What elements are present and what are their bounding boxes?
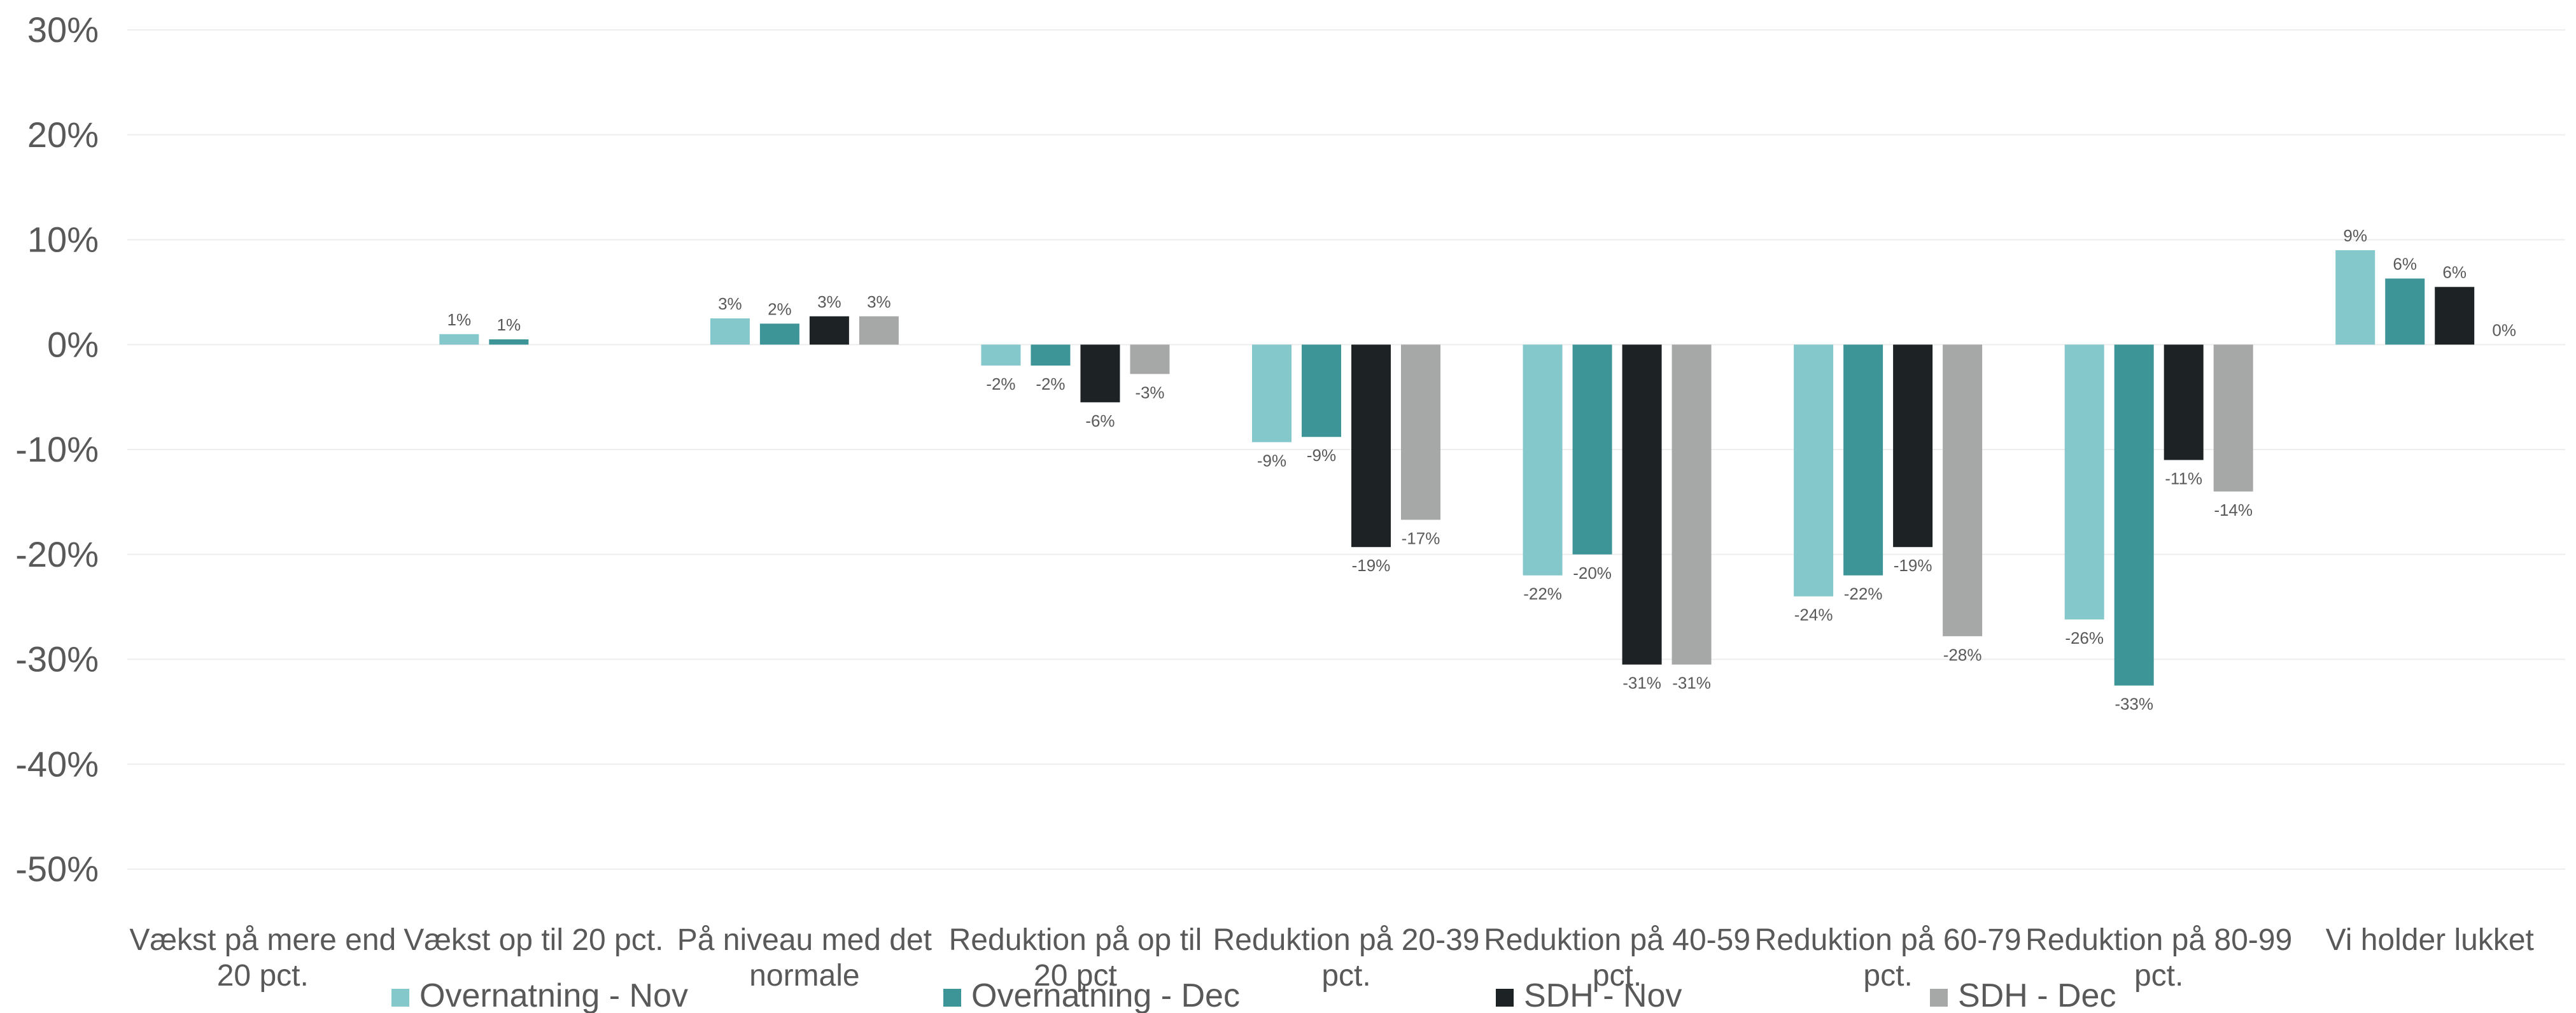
category-label: På niveau med det normale — [677, 923, 932, 993]
bar — [1031, 344, 1071, 366]
legend: Overnatning - Nov Overnatning - Dec SDH - … — [391, 977, 2116, 1013]
data-label: 1% — [497, 315, 521, 334]
bar — [1080, 344, 1120, 402]
data-label: -22% — [1523, 584, 1562, 604]
data-label: -11% — [2165, 469, 2202, 488]
y-tick-label: 0% — [47, 324, 99, 364]
legend-label: SDH - Nov — [1524, 977, 1682, 1013]
category-label: Reduktion på 40-59 pct. — [1484, 923, 1750, 993]
legend-label: Overnatning - Dec — [971, 977, 1240, 1013]
bar — [439, 334, 479, 345]
bar — [2213, 344, 2253, 492]
data-label: -17% — [1402, 528, 1440, 548]
category-label: Reduktion på 80-99 pct. — [2025, 923, 2292, 993]
y-tick-label: -40% — [15, 744, 99, 784]
bar — [1794, 344, 1834, 597]
data-label: -26% — [2065, 628, 2104, 648]
bar — [1351, 344, 1391, 548]
data-label: 0% — [2492, 320, 2516, 339]
bar — [759, 323, 799, 345]
bar — [809, 316, 849, 345]
bar — [2064, 344, 2104, 620]
bar — [2435, 287, 2475, 345]
category-label: Reduktion på op til 20 pct — [949, 923, 1202, 993]
data-label: -3% — [1135, 383, 1164, 402]
bar — [859, 316, 899, 345]
data-label: -19% — [1352, 556, 1391, 575]
y-tick-label: -50% — [15, 849, 99, 889]
y-tick-label: -20% — [15, 534, 99, 574]
data-label: 1% — [447, 310, 472, 329]
bar — [2335, 250, 2375, 345]
legend-label: Overnatning - Nov — [419, 977, 688, 1013]
data-label: -20% — [1573, 563, 1612, 583]
data-label: -31% — [1672, 674, 1711, 693]
data-label: -33% — [2115, 695, 2153, 714]
bar — [1252, 344, 1292, 443]
legend-swatch — [943, 989, 961, 1007]
category-label: Reduktion på 60-79 pct. — [1755, 923, 2022, 993]
y-tick-label: -30% — [15, 639, 99, 679]
y-tick-label: 20% — [27, 115, 99, 155]
data-label: -14% — [2214, 500, 2253, 520]
legend-swatch — [1496, 989, 1514, 1007]
category-label: Vi holder lukket — [2326, 923, 2534, 957]
data-label: -2% — [1036, 374, 1065, 393]
data-label: -2% — [986, 374, 1015, 393]
category-label: Vækst på mere end 20 pct. — [129, 923, 396, 993]
bar — [2114, 344, 2154, 686]
data-label: -19% — [1894, 556, 1932, 575]
data-label: 3% — [718, 294, 742, 313]
bar — [1572, 344, 1612, 555]
y-tick-label: -10% — [15, 429, 99, 469]
bar — [1843, 344, 1883, 576]
bar — [489, 339, 529, 345]
bar — [710, 318, 750, 345]
bars — [439, 250, 2475, 686]
legend-swatch — [1930, 989, 1948, 1007]
bar — [1130, 344, 1170, 374]
bar — [2164, 344, 2204, 460]
data-label: -9% — [1257, 451, 1286, 470]
bar — [1622, 344, 1662, 665]
x-axis-category-labels: Vækst på mere end 20 pct.Vækst op til 20 … — [129, 923, 2534, 993]
data-label: 6% — [2442, 263, 2467, 282]
bar — [1401, 344, 1440, 520]
bar — [1302, 344, 1341, 437]
data-label: -9% — [1307, 446, 1336, 465]
bar — [1523, 344, 1563, 576]
bar — [1943, 344, 1983, 637]
gridlines — [127, 29, 2565, 870]
bar — [2385, 278, 2425, 345]
data-label: 3% — [867, 292, 891, 311]
bar — [1893, 344, 1933, 548]
y-tick-label: 10% — [27, 220, 99, 260]
y-tick-label: 30% — [27, 10, 99, 50]
bar — [981, 344, 1021, 366]
data-label: 6% — [2393, 254, 2417, 273]
y-axis-tick-labels: 30% 20% 10% 0% -10% -20% -30% -40% -50% — [15, 10, 99, 889]
data-label: 9% — [2343, 226, 2367, 245]
legend-swatch — [391, 989, 409, 1007]
category-label: Reduktion på 20-39 pct. — [1213, 923, 1480, 993]
data-label: -24% — [1794, 606, 1833, 625]
data-label: -22% — [1844, 584, 1883, 604]
data-label: -31% — [1622, 674, 1661, 693]
category-label: Vækst op til 20 pct. — [404, 923, 663, 957]
data-label: 2% — [768, 299, 792, 318]
data-label: -6% — [1085, 411, 1115, 430]
data-labels: 1% 3% -2% -9% -22% -24% -26% 9% 1% 2% -2% -9% -20% -2… — [447, 226, 2516, 714]
legend-label: SDH - Dec — [1958, 977, 2116, 1013]
data-label: -28% — [1943, 645, 1982, 664]
data-label: 3% — [817, 292, 841, 311]
bar — [1672, 344, 1712, 665]
